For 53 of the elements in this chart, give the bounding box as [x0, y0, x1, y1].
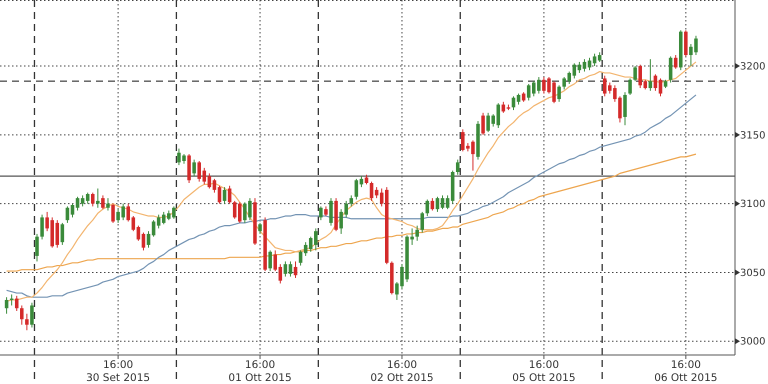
candlestick — [324, 206, 328, 217]
candlestick — [20, 304, 24, 326]
candlestick — [426, 199, 430, 217]
candlestick — [258, 222, 262, 234]
x-tick-label: 16:00 30 Set 2015 — [86, 359, 150, 384]
candlestick — [96, 188, 100, 208]
x-tick-label: 16:00 01 Ott 2015 — [228, 359, 292, 384]
candlestick — [350, 194, 354, 207]
candlestick — [415, 225, 419, 242]
x-tick-label: 16:00 05 Ott 2015 — [512, 359, 576, 384]
candlestick — [633, 66, 637, 82]
candlestick — [222, 186, 226, 204]
candlestick — [674, 54, 678, 70]
candlestick — [4, 296, 8, 314]
x-tick-label: 16:00 02 Ott 2015 — [370, 359, 434, 384]
candlestick — [456, 159, 460, 176]
x-tick-label: 16:00 06 Ott 2015 — [654, 359, 718, 384]
candlestick — [40, 214, 44, 240]
candlestick — [319, 206, 323, 221]
y-tick-label: 3200 — [740, 62, 766, 73]
y-tick-label: 3150 — [740, 130, 766, 142]
line-series — [6, 94, 697, 298]
candlestick — [10, 294, 14, 306]
candlestick — [522, 92, 526, 102]
candlestick — [60, 222, 64, 246]
candlestick — [294, 260, 298, 278]
candlestick — [90, 192, 95, 207]
candlestick — [557, 84, 561, 102]
candlestick — [329, 198, 333, 226]
candlestick — [268, 250, 272, 272]
y-tick-label: 3000 — [740, 336, 766, 348]
candlestick — [364, 174, 368, 185]
candlestick — [101, 194, 105, 210]
candlestick — [552, 80, 556, 104]
candlestick — [648, 58, 652, 92]
candlestick — [25, 313, 29, 331]
candlestick — [14, 295, 18, 312]
candlestick — [481, 112, 485, 136]
candlestick — [420, 211, 424, 234]
line-series — [6, 154, 697, 272]
candlestick — [192, 159, 196, 177]
candlestick — [35, 233, 39, 262]
candlestick — [430, 198, 434, 212]
y-tick-label: 3050 — [740, 268, 766, 279]
candlestick — [668, 56, 672, 84]
candlestick — [30, 302, 34, 328]
candlestick — [228, 185, 232, 204]
candlestick — [111, 203, 115, 224]
candlestick — [623, 92, 627, 126]
candlestick — [106, 198, 110, 212]
candlestick — [628, 78, 632, 96]
y-tick-label: 3100 — [740, 199, 766, 210]
candlestick — [684, 30, 688, 57]
